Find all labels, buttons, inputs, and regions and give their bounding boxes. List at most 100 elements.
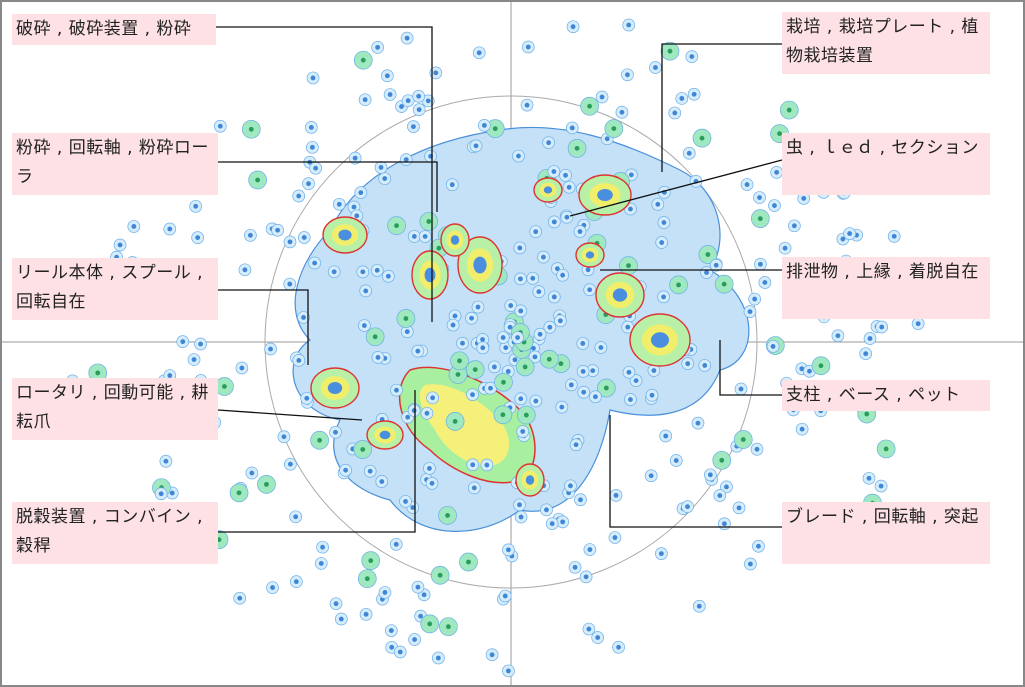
dot: [296, 358, 302, 363]
dot: [313, 165, 319, 171]
dot: [551, 169, 557, 174]
dot: [517, 502, 522, 508]
hotspot-peak: [525, 475, 535, 485]
hotspot-peak: [379, 430, 391, 440]
dot: [429, 480, 435, 486]
dot: [626, 263, 631, 269]
dot: [360, 269, 366, 275]
dot: [506, 668, 511, 674]
hotspot-peak: [597, 189, 613, 201]
dot: [580, 368, 586, 374]
dot: [667, 48, 673, 54]
dot: [722, 521, 727, 527]
dot: [425, 98, 431, 104]
dot: [663, 433, 669, 439]
dot: [372, 334, 378, 340]
hotspot-peak: [450, 235, 460, 245]
dot: [480, 337, 485, 342]
dot: [672, 110, 678, 116]
dot: [818, 363, 824, 369]
dot: [460, 340, 465, 346]
hotspot-peak: [543, 186, 553, 194]
dot: [551, 294, 557, 300]
dot: [270, 585, 275, 590]
dot: [616, 644, 621, 650]
dot: [747, 309, 753, 315]
topic-label: 支柱 , ベース , ペット: [782, 380, 990, 411]
dot: [661, 220, 667, 225]
dot: [685, 361, 691, 367]
dot: [713, 262, 719, 268]
leader-line: [661, 43, 782, 172]
dot: [331, 269, 337, 275]
dot: [427, 621, 433, 627]
hotspot-peak: [612, 288, 628, 302]
dot: [569, 125, 575, 131]
dot: [523, 412, 529, 418]
dot: [481, 122, 487, 128]
dot: [572, 564, 578, 570]
dot: [696, 603, 702, 609]
dot: [533, 229, 539, 235]
hotspot-core: [419, 384, 510, 466]
dot: [524, 102, 530, 108]
dot: [864, 411, 870, 417]
dot: [470, 462, 476, 468]
dot: [404, 329, 410, 335]
dot: [563, 172, 568, 178]
dot: [619, 109, 625, 115]
dot: [318, 561, 324, 566]
dot: [744, 182, 750, 187]
dot: [343, 467, 349, 473]
dot: [564, 214, 570, 220]
dot: [772, 203, 777, 208]
dot: [306, 181, 311, 187]
dot: [489, 652, 495, 658]
dot: [411, 124, 416, 130]
dot: [586, 626, 592, 632]
leader-lines: [215, 26, 783, 533]
hotspot-peak: [651, 332, 669, 348]
dot: [403, 157, 409, 163]
dot: [508, 303, 514, 308]
dot: [488, 385, 493, 391]
dot: [585, 267, 591, 273]
hotspot-peak: [327, 382, 343, 394]
dot: [180, 339, 186, 345]
dot: [384, 73, 390, 79]
dot: [551, 219, 557, 225]
dot: [320, 544, 325, 550]
dot: [336, 201, 342, 207]
dot: [317, 437, 323, 443]
dot: [424, 410, 430, 416]
dot: [333, 429, 338, 435]
dot: [705, 252, 711, 257]
dot: [648, 473, 654, 479]
dot: [707, 472, 713, 478]
dot: [770, 344, 776, 349]
dot: [717, 493, 723, 498]
dot: [547, 324, 553, 330]
dot: [505, 369, 511, 374]
dot: [835, 333, 841, 339]
dot: [394, 387, 399, 393]
dot: [275, 227, 281, 233]
dot: [702, 363, 708, 368]
dot: [501, 379, 506, 385]
dot: [863, 351, 869, 357]
dot: [878, 483, 884, 489]
dot: [777, 131, 782, 136]
dot: [404, 35, 410, 41]
dot: [573, 442, 579, 448]
dot: [532, 354, 538, 360]
dot: [747, 561, 753, 567]
dot: [360, 447, 366, 452]
dot: [452, 419, 458, 424]
topic-label: 粉砕 , 回転軸 , 粉砕ローラ: [12, 133, 218, 195]
dot: [492, 364, 497, 370]
dot: [309, 144, 315, 150]
dot: [786, 107, 792, 113]
dot: [578, 497, 583, 503]
dot: [525, 44, 531, 50]
